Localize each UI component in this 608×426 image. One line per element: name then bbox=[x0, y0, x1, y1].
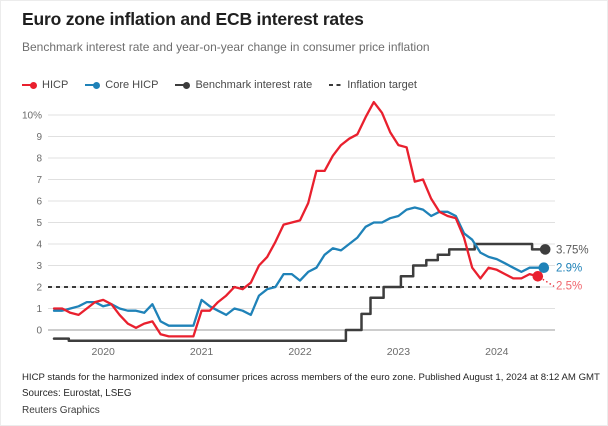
legend-label: HICP bbox=[42, 79, 69, 91]
y-tick-label: 9 bbox=[36, 132, 42, 143]
chart-legend: HICP Core HICP Benchmark interest rate Infl… bbox=[22, 79, 417, 91]
y-axis-labels: 10% 9 8 7 6 5 4 3 2 1 0 bbox=[22, 111, 42, 337]
line-chart: 10% 9 8 7 6 5 4 3 2 1 0 2020 2021 2022 2023 2024 3.75% 2.… bbox=[22, 100, 589, 358]
credit-line: Reuters Graphics bbox=[22, 405, 100, 416]
legend-label: Core HICP bbox=[105, 79, 159, 91]
line-dot-icon bbox=[22, 81, 37, 89]
x-tick-label: 2021 bbox=[190, 346, 214, 358]
dashed-line-icon bbox=[329, 83, 343, 87]
y-tick-label: 8 bbox=[36, 154, 42, 165]
series-benchmark-interest-rate-end-dot bbox=[539, 244, 551, 255]
sources-line: Sources: Eurostat, LSEG bbox=[22, 388, 132, 399]
legend-item-core-hicp: Core HICP bbox=[85, 79, 158, 91]
series-benchmark-interest-rate-end-label: 3.75% bbox=[556, 244, 589, 256]
y-tick-label: 10% bbox=[22, 111, 42, 122]
y-tick-label: 1 bbox=[36, 304, 42, 315]
y-tick-label: 4 bbox=[36, 240, 42, 251]
y-tick-label: 3 bbox=[36, 261, 42, 272]
legend-item-benchmark-interest-rate: Benchmark interest rate bbox=[175, 79, 312, 91]
y-tick-label: 6 bbox=[36, 197, 42, 208]
x-tick-label: 2020 bbox=[92, 346, 116, 358]
x-tick-label: 2024 bbox=[485, 346, 509, 358]
y-tick-label: 7 bbox=[36, 175, 42, 186]
line-dot-icon bbox=[175, 81, 191, 89]
x-tick-label: 2023 bbox=[387, 346, 411, 358]
x-axis-labels: 2020 2021 2022 2023 2024 bbox=[92, 346, 509, 358]
legend-label: Benchmark interest rate bbox=[195, 79, 313, 91]
series-hicp-line bbox=[52, 100, 539, 338]
series-hicp-end-dot bbox=[532, 271, 544, 282]
legend-item-inflation-target: Inflation target bbox=[329, 79, 417, 91]
series-benchmark-interest-rate-line bbox=[52, 242, 547, 343]
y-tick-label: 2 bbox=[36, 283, 42, 294]
y-tick-label: 5 bbox=[36, 218, 42, 229]
x-tick-label: 2022 bbox=[288, 346, 312, 358]
gridlines bbox=[48, 114, 555, 331]
series-hicp-end-label: 2.5% bbox=[556, 280, 582, 292]
series-core-hicp-line bbox=[52, 206, 545, 327]
legend-item-hicp: HICP bbox=[22, 79, 68, 91]
end-label-leader bbox=[542, 278, 555, 287]
chart-subtitle: Benchmark interest rate and year-on-year… bbox=[22, 40, 430, 54]
legend-label: Inflation target bbox=[347, 79, 417, 91]
y-tick-label: 0 bbox=[36, 326, 42, 337]
page-title: Euro zone inflation and ECB interest rat… bbox=[22, 9, 364, 29]
series-core-hicp-end-label: 2.9% bbox=[556, 263, 582, 275]
line-dot-icon bbox=[85, 81, 101, 89]
series-core-hicp-end-dot bbox=[538, 262, 550, 273]
footnote: HICP stands for the harmonized index of … bbox=[22, 372, 600, 383]
